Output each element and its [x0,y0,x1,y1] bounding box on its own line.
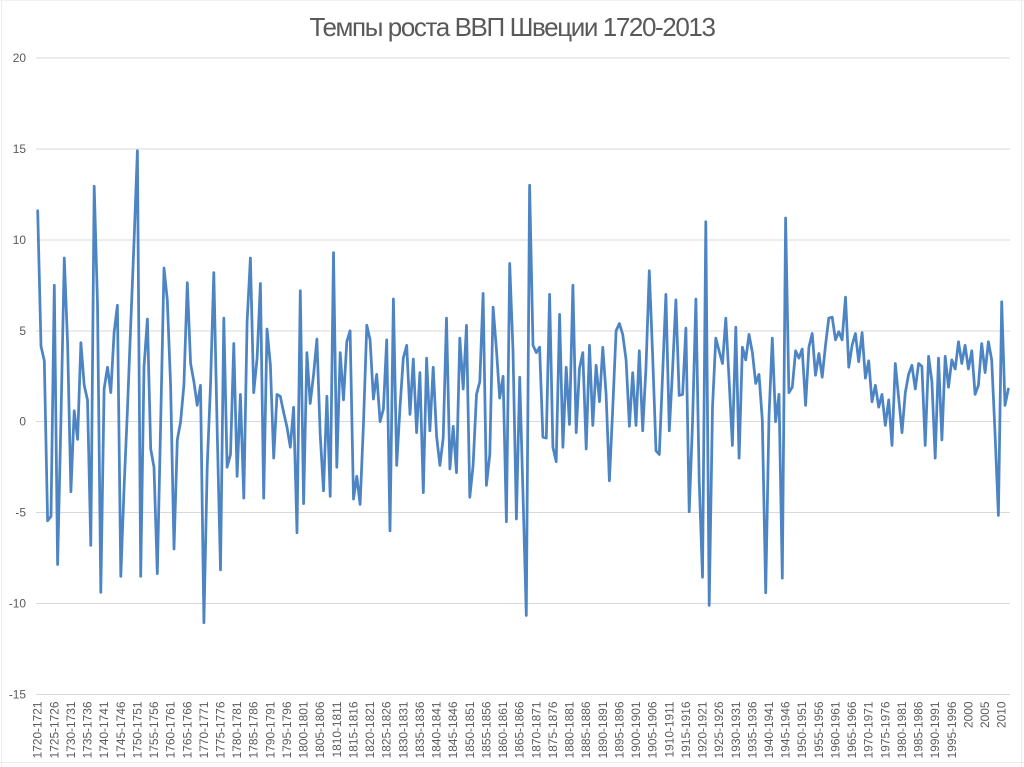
svg-text:1745-1746: 1745-1746 [114,701,128,758]
svg-text:1950-1951: 1950-1951 [795,701,809,758]
svg-text:1820-1821: 1820-1821 [363,701,377,758]
svg-text:-15: -15 [9,688,27,702]
svg-text:1980-1981: 1980-1981 [895,701,909,758]
svg-text:1845-1846: 1845-1846 [446,701,460,758]
svg-text:1750-1751: 1750-1751 [130,701,144,758]
svg-text:1955-1956: 1955-1956 [812,701,826,758]
svg-text:1775-1776: 1775-1776 [214,701,228,758]
svg-text:1880-1881: 1880-1881 [563,701,577,758]
svg-text:1875-1876: 1875-1876 [546,701,560,758]
svg-text:1855-1856: 1855-1856 [479,701,493,758]
svg-text:1805-1806: 1805-1806 [313,701,327,758]
svg-text:1815-1816: 1815-1816 [347,701,361,758]
svg-text:1770-1771: 1770-1771 [197,701,211,758]
svg-text:1990-1991: 1990-1991 [928,701,942,758]
svg-text:1740-1741: 1740-1741 [97,701,111,758]
svg-text:1975-1976: 1975-1976 [878,701,892,758]
svg-text:1920-1921: 1920-1921 [696,701,710,758]
svg-text:1900-1901: 1900-1901 [629,701,643,758]
svg-text:1940-1941: 1940-1941 [762,701,776,758]
svg-text:1965-1966: 1965-1966 [845,701,859,758]
svg-text:1790-1791: 1790-1791 [263,701,277,758]
svg-text:1960-1961: 1960-1961 [829,701,843,758]
svg-text:1725-1726: 1725-1726 [47,701,61,758]
svg-text:1830-1831: 1830-1831 [396,701,410,758]
svg-text:10: 10 [13,233,27,247]
svg-text:1840-1841: 1840-1841 [430,701,444,758]
svg-text:1785-1786: 1785-1786 [247,701,261,758]
svg-text:1780-1781: 1780-1781 [230,701,244,758]
svg-text:1870-1871: 1870-1871 [529,701,543,758]
svg-text:1865-1866: 1865-1866 [513,701,527,758]
svg-text:-10: -10 [9,597,27,611]
svg-text:0: 0 [19,415,26,429]
svg-text:1835-1836: 1835-1836 [413,701,427,758]
svg-text:1985-1986: 1985-1986 [912,701,926,758]
svg-text:1970-1971: 1970-1971 [862,701,876,758]
svg-text:1825-1826: 1825-1826 [380,701,394,758]
svg-text:1730-1731: 1730-1731 [64,701,78,758]
svg-text:1765-1766: 1765-1766 [180,701,194,758]
svg-text:1890-1891: 1890-1891 [596,701,610,758]
svg-text:1905-1906: 1905-1906 [646,701,660,758]
svg-text:2010: 2010 [995,701,1009,728]
svg-text:1925-1926: 1925-1926 [712,701,726,758]
svg-text:1735-1736: 1735-1736 [81,701,95,758]
svg-text:1995-1996: 1995-1996 [945,701,959,758]
svg-text:2005: 2005 [978,701,992,728]
svg-text:-5: -5 [15,506,26,520]
svg-text:1885-1886: 1885-1886 [579,701,593,758]
svg-text:1850-1851: 1850-1851 [463,701,477,758]
svg-text:1945-1946: 1945-1946 [779,701,793,758]
svg-text:15: 15 [13,142,27,156]
svg-text:1755-1756: 1755-1756 [147,701,161,758]
svg-text:1860-1861: 1860-1861 [496,701,510,758]
svg-text:1910-1911: 1910-1911 [662,701,676,757]
svg-text:1895-1896: 1895-1896 [612,701,626,758]
svg-text:1935-1936: 1935-1936 [745,701,759,758]
svg-text:1760-1761: 1760-1761 [164,701,178,758]
svg-text:5: 5 [19,324,26,338]
svg-text:1795-1796: 1795-1796 [280,701,294,758]
svg-text:1720-1721: 1720-1721 [31,701,45,758]
svg-text:1915-1916: 1915-1916 [679,701,693,758]
svg-text:1930-1931: 1930-1931 [729,701,743,758]
svg-text:2000: 2000 [961,701,975,728]
svg-text:1810-1811: 1810-1811 [330,701,344,757]
svg-text:1800-1801: 1800-1801 [297,701,311,758]
svg-text:20: 20 [13,51,27,65]
